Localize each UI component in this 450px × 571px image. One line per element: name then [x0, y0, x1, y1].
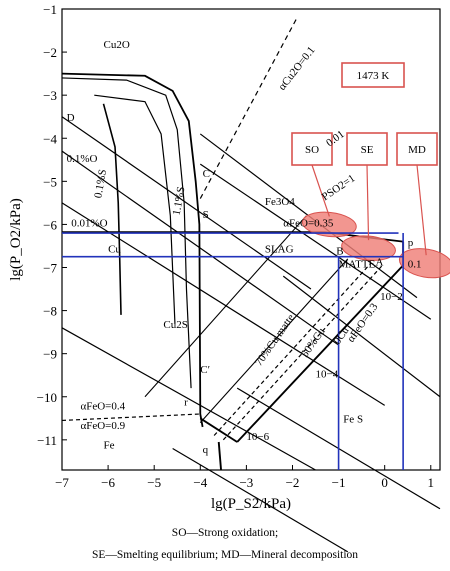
iso-o-d: [61, 116, 312, 290]
phase-label-fe: Fe: [103, 439, 114, 451]
annot-50cu: 50%Cu: [299, 325, 328, 359]
plot-frame: [61, 8, 441, 471]
annot-70cu: 70%Cu matte: [253, 312, 297, 368]
y-tick-label: −2: [43, 45, 57, 60]
phase-label-cu2s: Cu2S: [163, 319, 187, 331]
x-tick-label: 0: [381, 475, 388, 490]
region-ellipse-se: [341, 235, 396, 261]
cu2o-boundary-1: [61, 72, 204, 428]
iso-o-001pct: [61, 202, 386, 406]
y-tick-label: −7: [43, 261, 57, 276]
region-box-se: [346, 132, 388, 166]
iso-o-pso2: [199, 163, 432, 320]
iso-label-1e-6: 10−6: [246, 431, 269, 443]
point-p: p: [408, 237, 414, 249]
annot-afeo09: αFeO=0.9: [80, 420, 125, 432]
annot-001pct-o: 0.01%O: [71, 218, 107, 230]
iso-o-1e-6: [172, 447, 349, 553]
iso-label-1e-4: 10−4: [316, 368, 339, 380]
cu2o-boundary-3: [94, 94, 176, 324]
phase-label-cu2o: Cu2O: [103, 39, 129, 51]
region-box-md: [396, 132, 438, 166]
annot-11pct-s: 1.1%S: [171, 186, 188, 217]
x-tick-label: −5: [147, 475, 161, 490]
point-d: D: [67, 112, 75, 124]
iso-o-1e-2: [282, 275, 441, 398]
iso-o-low: [61, 327, 316, 471]
y-tick-label: −1: [43, 2, 57, 17]
region-box-se-label: SE: [361, 144, 374, 156]
region-ellipse-md: [398, 248, 450, 279]
phase-label-slag: SLAG: [265, 243, 294, 255]
afeo-dashed: [61, 413, 201, 422]
x-tick-label: −3: [239, 475, 253, 490]
iso-label-01: 0.1: [408, 259, 422, 271]
x-tick-label: −2: [286, 475, 300, 490]
phase-label-fe3o4: Fe3O4: [265, 196, 295, 208]
x-axis-title: lg(P_S2/kPa): [211, 496, 291, 512]
region-arrow-so: [311, 164, 330, 217]
iso-o-01pct: [61, 150, 339, 346]
annot-afeo035: αFeO=0.35: [283, 218, 334, 230]
phase-label-matte: MATTE: [339, 259, 376, 271]
region-ellipse-so: [301, 211, 357, 238]
annot-01pct-s: 0.1%S: [92, 168, 109, 199]
y-tick-label: −11: [37, 433, 57, 448]
y-tick-label: −3: [43, 88, 57, 103]
cu2o-boundary-2: [61, 77, 192, 389]
y-tick-label: −5: [43, 174, 57, 189]
legend-line-2: SE—Smelting equilibrium; MD—Mineral deco…: [91, 549, 359, 561]
annot-pso2: PSO2=1: [320, 172, 358, 203]
y-axis-title: lg(P_O2/kPa): [8, 198, 24, 281]
c-line: [144, 215, 307, 398]
annot-acu2o: αCu2O=0.1: [276, 44, 317, 92]
afeo-03-line: [236, 264, 404, 443]
annot-afeo04: αFeO=0.4: [80, 401, 125, 413]
point-r: r: [184, 396, 188, 408]
x-tick-label: −7: [55, 475, 69, 490]
region-box-so-label: SO: [305, 144, 319, 156]
region-arrow-se: [366, 164, 370, 241]
temperature-box-label: 1473 K: [357, 70, 390, 82]
legend-line-1: SO—Strong oxidation;: [171, 527, 279, 539]
pct01s-curve: [102, 103, 122, 315]
phase-label-fes: Fe S: [343, 414, 363, 426]
phase-label-cu: Cu: [108, 243, 121, 255]
region-box-md-label: MD: [408, 144, 426, 156]
q-link: [199, 417, 238, 443]
x-tick-label: −4: [193, 475, 207, 490]
y-tick-label: −8: [43, 304, 57, 319]
acu2o-dashed: [199, 17, 298, 199]
y-tick-label: −6: [43, 217, 57, 232]
point-q: q: [203, 444, 209, 456]
point-s: S: [203, 209, 209, 221]
point-a: A: [375, 256, 383, 268]
matte-0-line: [222, 264, 383, 441]
matte-50-line: [213, 262, 372, 436]
iso-label-1e-2: 10−2: [380, 291, 403, 303]
cprime-line: [199, 258, 349, 423]
point-b: B: [336, 246, 343, 258]
y-tick-label: −9: [43, 347, 57, 362]
temperature-box: [341, 62, 405, 88]
x-tick-label: −6: [101, 475, 115, 490]
annot-01pct-o: 0.1%O: [67, 153, 98, 165]
x-tick-label: 1: [428, 475, 435, 490]
y-tick-label: −10: [37, 390, 57, 405]
x-tick-label: −1: [332, 475, 346, 490]
point-c: C: [203, 168, 210, 180]
region-arrow-md: [416, 164, 427, 256]
q-drop: [217, 441, 222, 471]
point-cprime: C′: [200, 364, 210, 376]
y-tick-label: −4: [43, 131, 57, 146]
